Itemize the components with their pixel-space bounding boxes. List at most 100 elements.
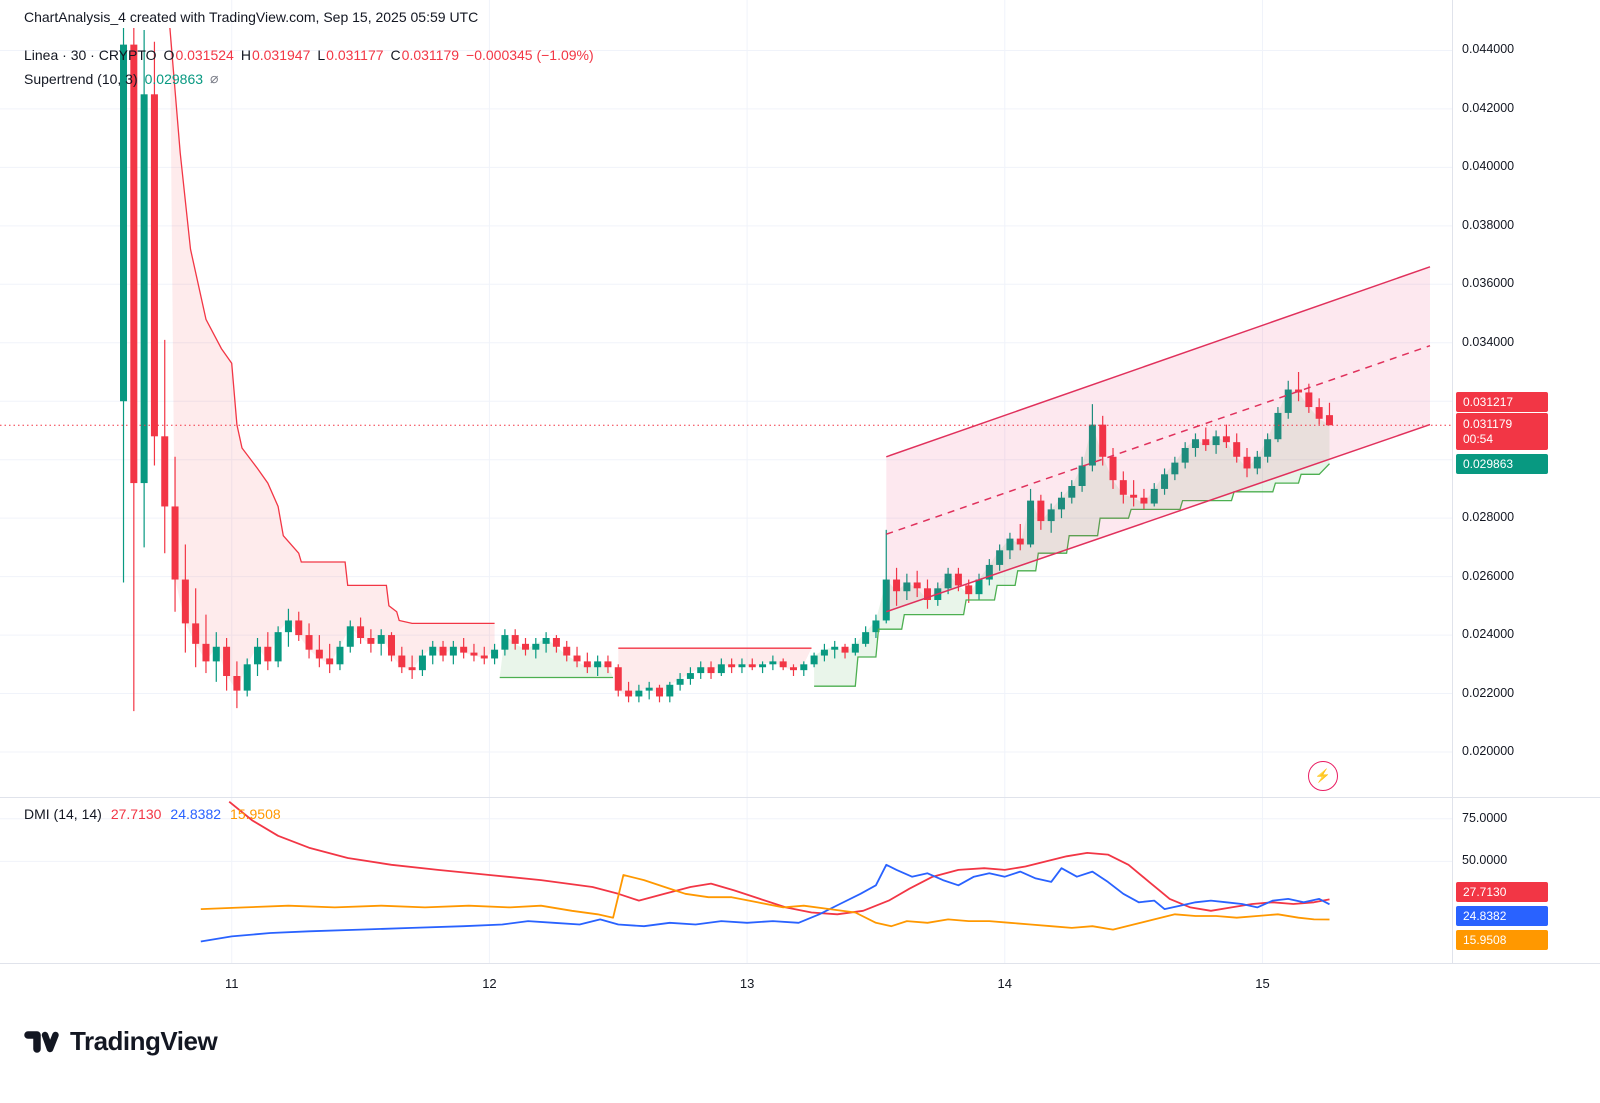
channel-mid-line[interactable]: [886, 344, 1431, 535]
candle-body: [501, 635, 509, 650]
candle-body: [769, 661, 777, 665]
indicator-title[interactable]: Supertrend (10, 3): [24, 70, 138, 87]
candle-body: [511, 635, 519, 644]
candle-body: [1068, 486, 1076, 498]
candle-body: [295, 620, 303, 636]
candle-body: [491, 649, 499, 659]
channel-lower-line[interactable]: [886, 423, 1431, 613]
candle-body: [223, 646, 231, 676]
candle-body: [738, 664, 746, 668]
candle-body: [1222, 436, 1230, 443]
candle-body: [326, 658, 334, 665]
symbol-title[interactable]: Linea · 30 · CRYPTO: [24, 47, 157, 63]
candle-body: [563, 646, 571, 656]
candle-body: [728, 664, 736, 668]
candle-body: [851, 643, 859, 653]
supertrend-fill: [814, 389, 1330, 687]
candle-body: [697, 667, 705, 674]
candle-body: [140, 94, 148, 484]
candle-body: [1212, 436, 1220, 446]
candle-body: [439, 646, 447, 656]
candle-body: [1150, 488, 1158, 504]
symbol-legend: Linea · 30 · CRYPTO O 0.031524 H 0.031947 …: [24, 47, 594, 63]
tradingview-logo-text: TradingView: [70, 1026, 218, 1056]
candle-body: [903, 582, 911, 592]
candle-body: [676, 678, 684, 685]
candle-body: [975, 579, 983, 595]
candle-body: [1305, 392, 1313, 408]
candle-body: [1078, 465, 1086, 486]
candle-body: [1088, 424, 1096, 466]
candle-body: [449, 646, 457, 656]
supertrend-fill: [169, 28, 495, 691]
candle-body: [923, 588, 931, 600]
flash-icon[interactable]: ⚡: [1308, 761, 1338, 791]
candle-body: [1109, 456, 1117, 481]
supertrend-value: 0.029863: [144, 70, 204, 87]
chart-canvas[interactable]: [0, 0, 1600, 1003]
candle-body: [542, 638, 550, 644]
candle-body: [367, 638, 375, 644]
dmi-legend: DMI (14, 14) 27.7130 24.8382 15.9508: [24, 806, 281, 822]
countdown: 00:54: [1463, 431, 1494, 446]
candle-body: [346, 626, 354, 647]
price-line-badge: 0.031217: [1456, 392, 1548, 412]
tradingview-logo[interactable]: TradingView: [24, 1026, 218, 1057]
candle-body: [944, 573, 952, 589]
supertrend-badge: 0.029863: [1456, 454, 1548, 474]
candle-body: [336, 646, 344, 665]
candle-body: [243, 664, 251, 691]
candle-body: [748, 664, 756, 668]
dmi-plus-di-value: 24.8382: [170, 806, 222, 822]
candle-body: [254, 646, 262, 665]
candle-body: [130, 44, 138, 484]
supertrend-fill: [618, 648, 812, 697]
candle-body: [398, 655, 406, 668]
dmi-line-di: [200, 863, 1330, 943]
candle-body: [800, 664, 808, 671]
candle-body: [862, 632, 870, 644]
candlestick-series[interactable]: [120, 28, 1333, 712]
hide-indicator-icon[interactable]: ⌀: [210, 70, 219, 86]
candle-body: [954, 573, 962, 586]
candle-body: [212, 646, 220, 662]
candle-body: [882, 579, 890, 621]
dmi-line-adx: [228, 801, 1330, 916]
candle-body: [635, 690, 643, 697]
candle-body: [996, 550, 1004, 565]
candle-body: [470, 652, 478, 656]
candle-body: [305, 635, 313, 650]
candle-body: [893, 579, 901, 592]
candle-body: [583, 661, 591, 668]
candle-body: [1027, 500, 1035, 545]
candle-body: [759, 664, 767, 668]
candle-body: [264, 646, 272, 662]
low-value: L 0.031177: [317, 47, 384, 63]
candle-body: [150, 94, 158, 437]
candle-body: [1130, 494, 1138, 498]
tradingview-logo-icon: [24, 1030, 59, 1053]
candle-body: [913, 582, 921, 589]
candle-body: [388, 635, 396, 656]
candle-body: [1325, 415, 1333, 426]
candle-body: [666, 684, 674, 697]
dmi-adx-value: 27.7130: [110, 806, 162, 822]
candle-body: [532, 643, 540, 650]
candle-body: [1274, 412, 1282, 440]
candle-body: [1057, 497, 1065, 510]
dmi-minus-di-badge: 15.9508: [1456, 930, 1548, 950]
candle-body: [1016, 538, 1024, 545]
candle-body: [820, 649, 828, 656]
candle-body: [625, 690, 633, 697]
candle-body: [521, 643, 529, 650]
dmi-title[interactable]: DMI (14, 14): [24, 806, 102, 822]
candle-body: [1171, 462, 1179, 475]
high-value: H 0.031947: [240, 47, 311, 63]
candle-body: [429, 646, 437, 656]
candle-body: [717, 664, 725, 674]
candle-body: [274, 632, 282, 662]
open-value: O 0.031524: [163, 47, 234, 63]
candle-body: [418, 655, 426, 671]
dmi-plus-di-badge: 24.8382: [1456, 906, 1548, 926]
candle-body: [831, 646, 839, 650]
